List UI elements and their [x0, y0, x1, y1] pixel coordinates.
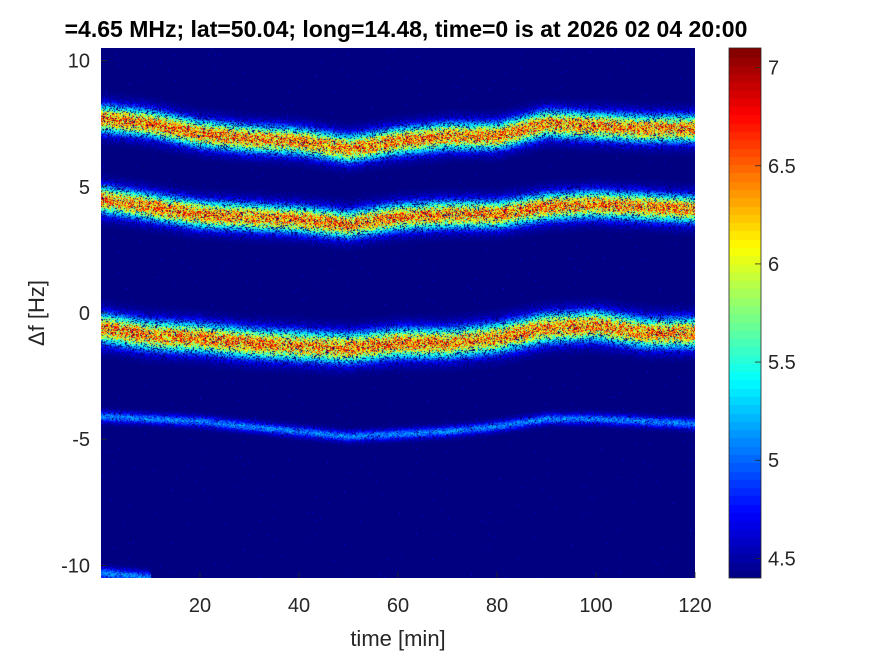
y-tick-label: 0: [79, 303, 90, 325]
y-axis-ticks: -10 -5 0 5 10: [61, 51, 107, 577]
colorbar-tick-label: 5.5: [768, 352, 796, 374]
y-tick-label: -10: [61, 555, 90, 577]
colorbar-tick-label: 7: [768, 58, 779, 80]
colorbar-tick-label: 6: [768, 254, 779, 276]
x-tick-label: 40: [288, 595, 310, 617]
colorbar-frame: [728, 47, 762, 579]
colorbar-tick-label: 5: [768, 450, 779, 472]
y-tick-label: 10: [68, 51, 90, 73]
y-tick-label: -5: [72, 429, 90, 451]
heatmap-image: [101, 48, 695, 578]
colorbar-ticks: 4.5 5 5.5 6 6.5 7: [755, 58, 796, 570]
x-tick-label: 60: [387, 595, 409, 617]
chart-title: =4.65 MHz; lat=50.04; long=14.48, time=0…: [65, 16, 748, 42]
x-axis-label: time [min]: [350, 626, 445, 651]
colorbar: 4.5 5 5.5 6 6.5 7: [728, 47, 796, 579]
y-tick-label: 5: [79, 177, 90, 199]
x-axis-ticks: 20 40 60 80 100 120: [189, 572, 712, 617]
colorbar-tick-label: 6.5: [768, 156, 796, 178]
y-axis-label: Δf [Hz]: [24, 280, 49, 346]
colorbar-tick-label: 4.5: [768, 548, 796, 570]
x-tick-label: 20: [189, 595, 211, 617]
plot-area: [101, 48, 695, 578]
colorbar-gradient: [729, 48, 761, 578]
x-tick-label: 80: [486, 595, 508, 617]
x-tick-label: 100: [579, 595, 612, 617]
x-tick-label: 120: [678, 595, 711, 617]
